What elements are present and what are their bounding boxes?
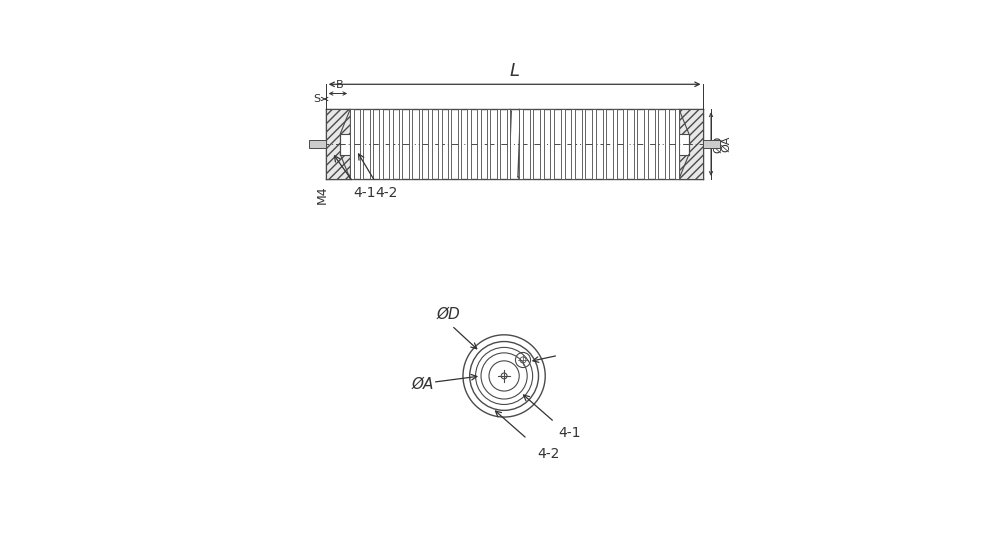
Bar [613, 110, 617, 179]
Bar [582, 110, 585, 179]
Text: M4: M4 [315, 185, 328, 204]
Bar [448, 110, 451, 179]
Bar [507, 110, 510, 179]
Bar [389, 110, 393, 179]
Bar [477, 110, 481, 179]
Bar [438, 110, 442, 179]
Polygon shape [679, 110, 703, 179]
Circle shape [481, 353, 527, 399]
Bar [409, 110, 412, 179]
Text: ØD: ØD [437, 306, 461, 322]
Bar [399, 110, 402, 179]
Bar [497, 110, 500, 179]
Bar [665, 110, 669, 179]
Bar [703, 140, 720, 148]
Bar [519, 110, 523, 179]
Bar [379, 110, 383, 179]
Text: 4-2: 4-2 [375, 186, 398, 200]
Text: ØA: ØA [721, 136, 731, 152]
Circle shape [470, 342, 539, 410]
Bar [467, 110, 471, 179]
Text: ØA: ØA [412, 377, 434, 392]
Bar [458, 110, 461, 179]
Bar [655, 110, 658, 179]
Bar [603, 110, 606, 179]
Bar [644, 110, 648, 179]
Bar [419, 110, 422, 179]
Bar [561, 110, 565, 179]
Bar [623, 110, 627, 179]
Bar [675, 110, 679, 179]
Text: ØD: ØD [713, 136, 723, 153]
Bar [634, 110, 637, 179]
Bar [550, 110, 554, 179]
Bar [428, 110, 432, 179]
Text: L: L [510, 62, 520, 80]
Polygon shape [326, 110, 350, 179]
Circle shape [463, 335, 545, 417]
Bar [571, 110, 575, 179]
Bar [370, 110, 373, 179]
Bar [487, 110, 490, 179]
Bar [530, 110, 533, 179]
Text: B: B [336, 80, 344, 90]
Text: 4-2: 4-2 [538, 447, 560, 461]
Text: S: S [313, 94, 320, 104]
Bar [360, 110, 363, 179]
Bar [350, 110, 354, 179]
Bar [540, 110, 544, 179]
Text: 4-1: 4-1 [559, 426, 581, 440]
Bar [309, 140, 326, 148]
Circle shape [489, 361, 519, 391]
Circle shape [476, 347, 533, 404]
Text: 4-1: 4-1 [353, 186, 376, 200]
Bar [592, 110, 596, 179]
